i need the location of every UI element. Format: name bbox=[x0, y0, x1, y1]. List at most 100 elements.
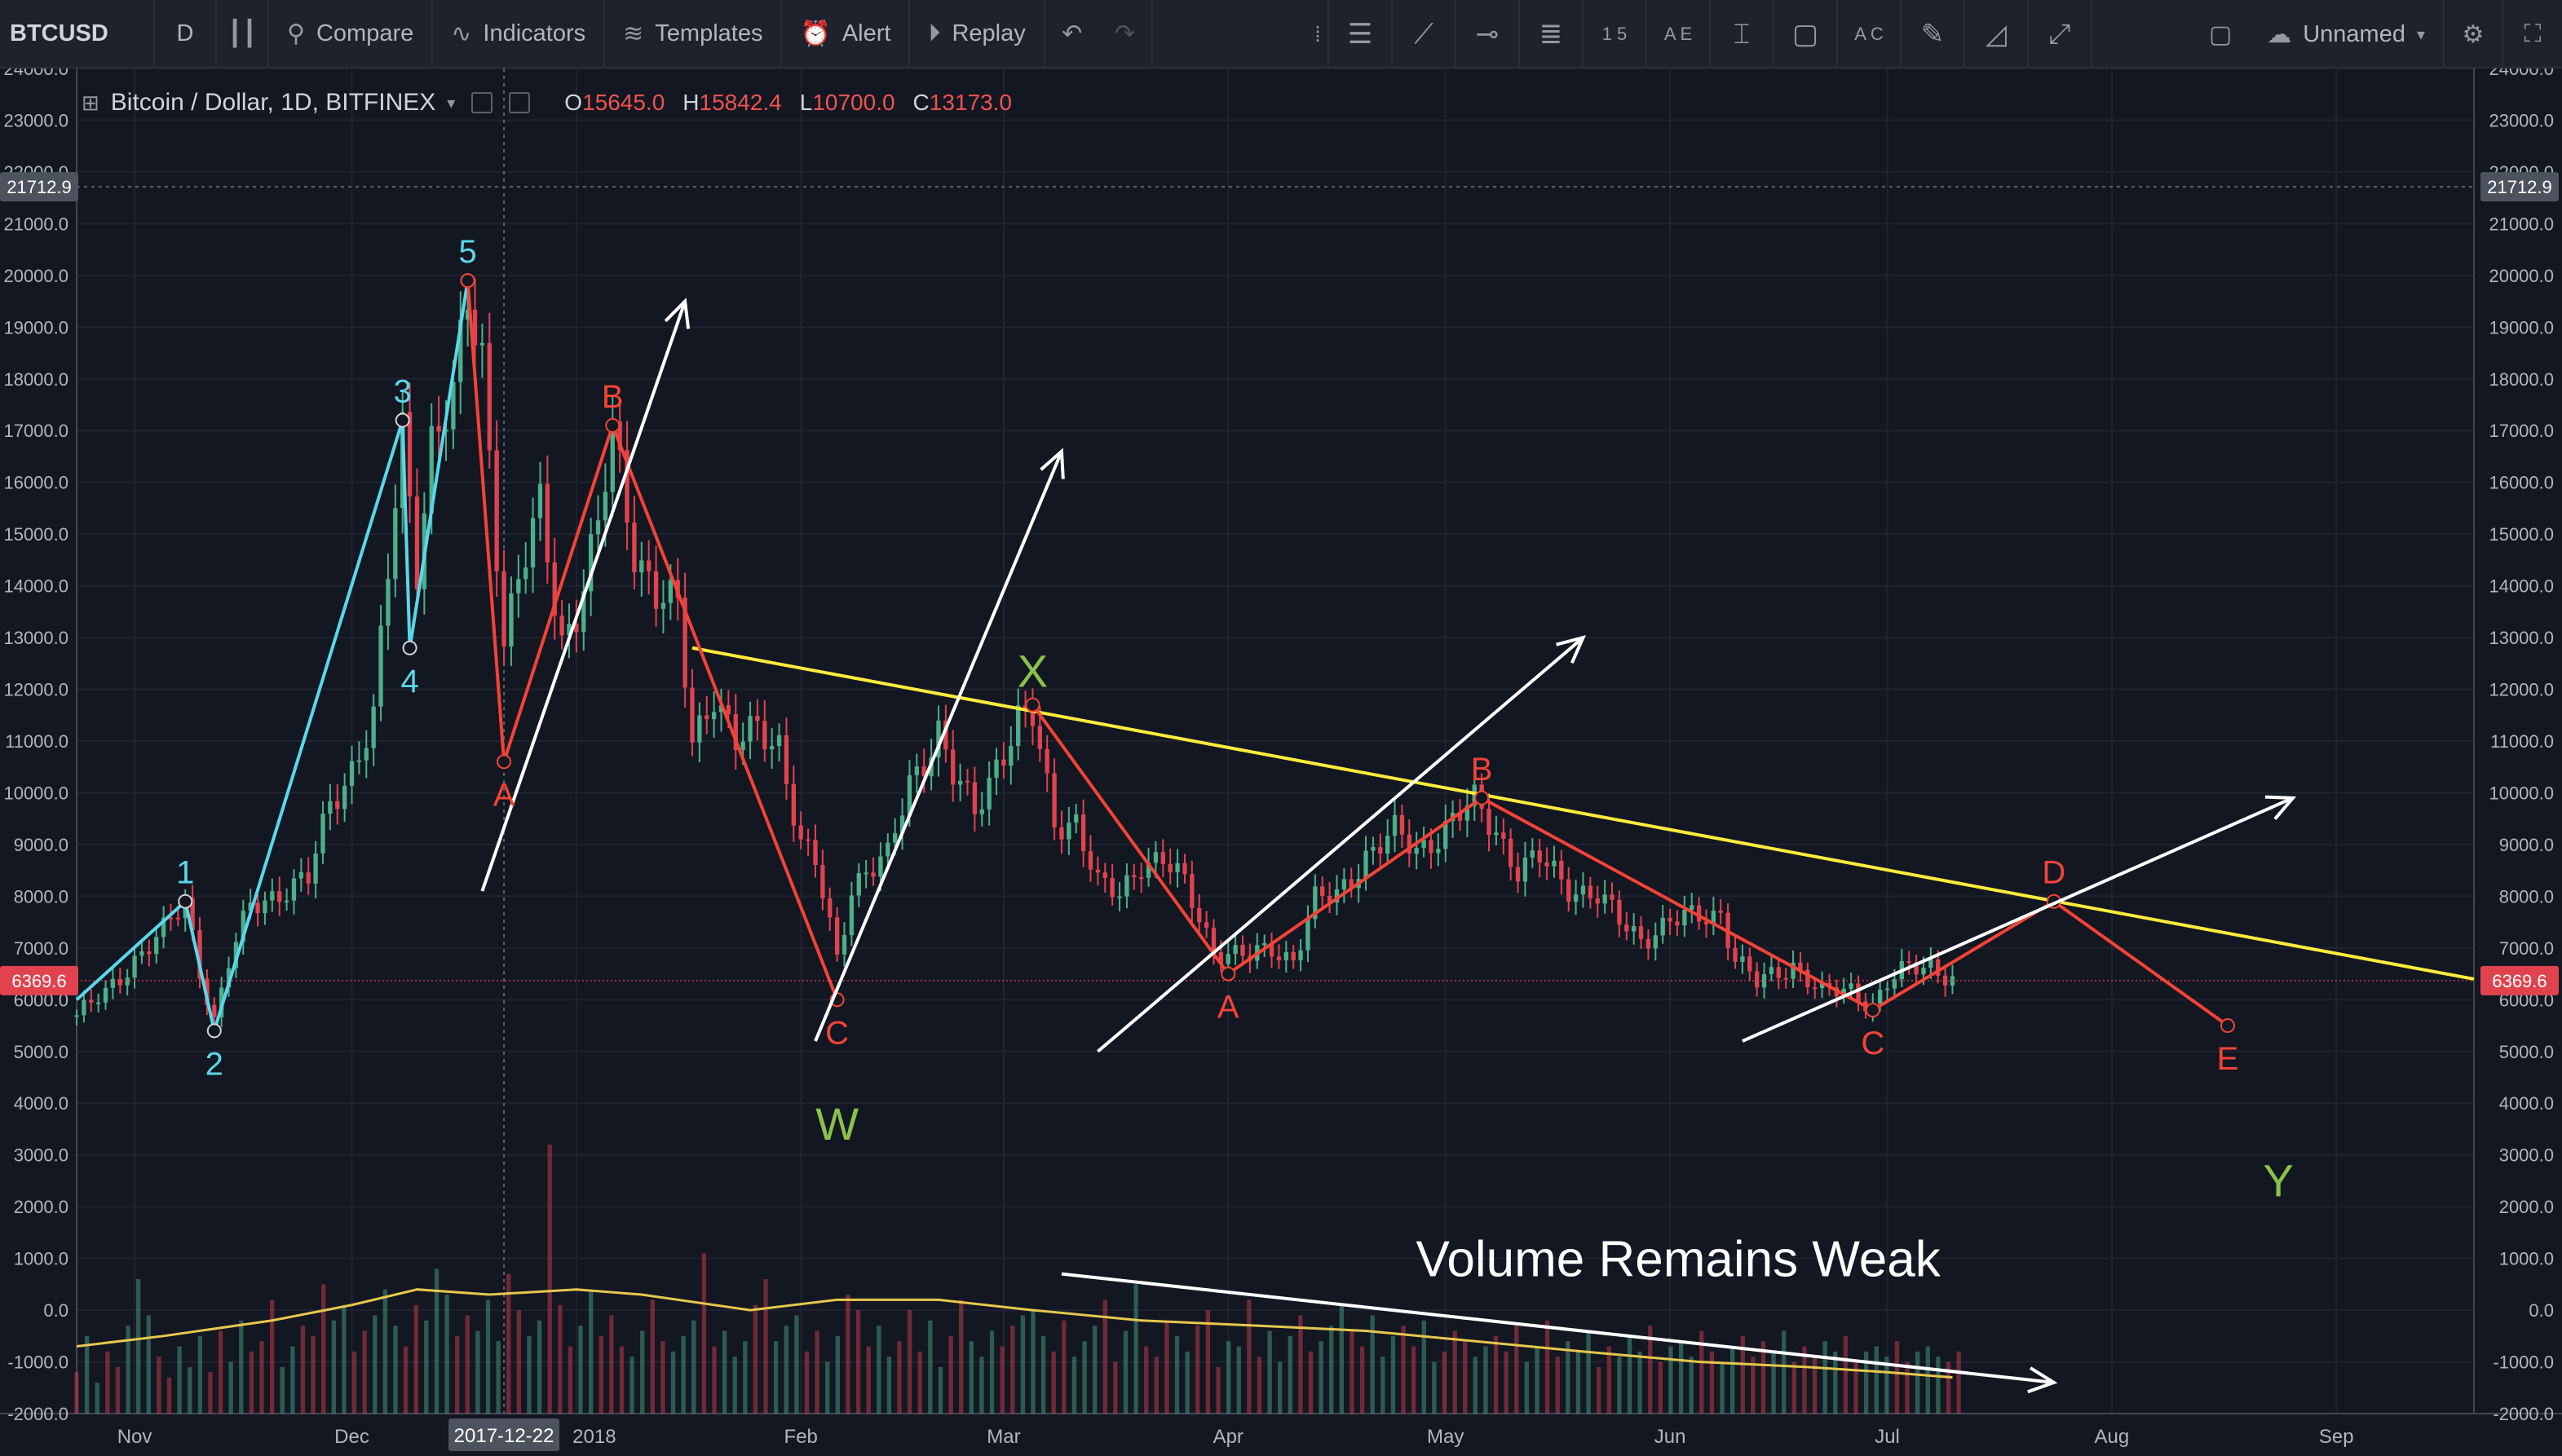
trend-line-tool[interactable]: ⟋ bbox=[1393, 0, 1456, 68]
trend-arrow bbox=[480, 300, 687, 892]
drag-handle-icon[interactable]: ⁞ bbox=[1308, 0, 1329, 68]
brush-tool[interactable]: ✎ bbox=[1902, 0, 1965, 68]
abc-pattern-icon: A C bbox=[1854, 24, 1884, 44]
redo-button[interactable]: ↷ bbox=[1099, 0, 1153, 68]
candle-body bbox=[886, 842, 890, 857]
candle-body bbox=[1588, 885, 1593, 899]
volume-bar bbox=[351, 1351, 357, 1414]
candle-body bbox=[429, 426, 434, 514]
y-tick-label-right: 12000.0 bbox=[2489, 680, 2554, 700]
layout-name-button[interactable]: ☁ Unnamed ▾ bbox=[2249, 0, 2445, 68]
volume-bar bbox=[794, 1315, 799, 1414]
candle-body bbox=[1928, 959, 1933, 968]
candle-body bbox=[820, 865, 825, 899]
volume-bar bbox=[188, 1366, 192, 1414]
price-chart[interactable]: 24000.024000.023000.023000.022000.022000… bbox=[0, 68, 2562, 1456]
volume-bar bbox=[1308, 1351, 1314, 1414]
path-tool[interactable]: ⤢ bbox=[2029, 0, 2092, 68]
volume-bar bbox=[1463, 1341, 1468, 1414]
candle-body bbox=[1059, 827, 1064, 840]
triangle-tool[interactable]: ◿ bbox=[1965, 0, 2029, 68]
legend-collapse-icon[interactable]: ⊞ bbox=[82, 90, 99, 115]
volume-bar bbox=[537, 1320, 542, 1414]
candle-body bbox=[1139, 877, 1144, 880]
wave-label: B bbox=[602, 379, 624, 415]
y-tick-label-left: 19000.0 bbox=[3, 317, 68, 338]
volume-bar bbox=[1729, 1346, 1735, 1414]
candle-body bbox=[1472, 784, 1477, 806]
volume-bar bbox=[475, 1330, 480, 1414]
interval-button[interactable]: D bbox=[155, 0, 217, 68]
volume-bar bbox=[1493, 1335, 1499, 1414]
x-tick-label: Feb bbox=[784, 1426, 818, 1448]
settings-button[interactable]: ⚙ bbox=[2445, 0, 2503, 68]
y-tick-label-left: 4000.0 bbox=[14, 1093, 68, 1114]
volume-bar bbox=[1370, 1315, 1375, 1414]
volume-bar bbox=[959, 1299, 964, 1414]
y-tick-label-left: 10000.0 bbox=[3, 783, 68, 803]
undo-icon: ↶ bbox=[1062, 20, 1083, 47]
candle-body bbox=[277, 891, 282, 902]
elliott-wave-icon: 1 5 bbox=[1601, 24, 1628, 44]
chart-style-button[interactable]: ┃┃ bbox=[217, 0, 269, 68]
horizontal-ray-tool[interactable]: ⊸ bbox=[1456, 0, 1520, 68]
volume-bar bbox=[1205, 1310, 1211, 1414]
candle-body bbox=[1805, 969, 1810, 988]
templates-button[interactable]: ≋ Templates bbox=[605, 0, 783, 68]
select-layout-button[interactable]: ▢ bbox=[2192, 0, 2249, 68]
volume-bar bbox=[496, 1341, 501, 1414]
legend-visibility-icon[interactable] bbox=[471, 92, 493, 113]
indicators-button[interactable]: ∿ Indicators bbox=[433, 0, 606, 68]
candle-body bbox=[828, 898, 833, 918]
horizontal-lines-tool[interactable]: ☰ bbox=[1329, 0, 1393, 68]
candle-body bbox=[472, 309, 478, 346]
legend-ohlc: O15645.0 H15842.4 L10700.0 C13173.0 bbox=[564, 90, 1012, 116]
candle-body bbox=[479, 342, 485, 346]
y-tick-label-right: 14000.0 bbox=[2489, 576, 2554, 597]
symbol-search[interactable]: BTCUSD bbox=[0, 0, 155, 68]
volume-bar bbox=[1278, 1361, 1283, 1414]
arrow-head bbox=[1040, 448, 1065, 479]
volume-bar bbox=[1514, 1326, 1519, 1414]
volume-bar bbox=[1359, 1346, 1365, 1414]
rectangle-tool[interactable]: ▢ bbox=[1774, 0, 1838, 68]
candle-body bbox=[1573, 894, 1579, 902]
candle-body bbox=[1218, 952, 1224, 964]
replay-button[interactable]: ⏵ Replay bbox=[910, 0, 1045, 68]
candle-body bbox=[711, 712, 717, 720]
volume-bar bbox=[1236, 1346, 1241, 1414]
candle-body bbox=[1914, 962, 1919, 975]
volume-bar bbox=[1586, 1330, 1591, 1414]
candle-body bbox=[1464, 805, 1470, 821]
volume-bar bbox=[1740, 1335, 1745, 1414]
legend-dropdown-icon[interactable]: ▾ bbox=[447, 94, 456, 113]
volume-bar bbox=[1473, 1357, 1478, 1414]
candle-body bbox=[1385, 836, 1390, 854]
x-tick-label: Aug bbox=[2095, 1426, 2130, 1448]
candle-body bbox=[849, 895, 855, 936]
fullscreen-button[interactable]: ⛶ bbox=[2503, 0, 2562, 68]
chart-background bbox=[0, 68, 2562, 1456]
candle-body bbox=[1544, 863, 1549, 867]
elliott-wave-tool[interactable]: 1 5 bbox=[1584, 0, 1647, 68]
compare-button[interactable]: ⚲ Compare bbox=[269, 0, 434, 68]
templates-icon: ≋ bbox=[623, 20, 644, 47]
y-tick-label-left: 15000.0 bbox=[3, 524, 68, 545]
fib-retracement-tool[interactable]: ≣ bbox=[1520, 0, 1584, 68]
legend-symbol-title[interactable]: Bitcoin / Dollar, 1D, BITFINEX bbox=[110, 89, 436, 116]
volume-bar bbox=[753, 1304, 758, 1414]
horizontal-ray-icon: ⊸ bbox=[1475, 19, 1500, 50]
alert-button[interactable]: ⏰ Alert bbox=[782, 0, 911, 68]
legend-settings-icon[interactable] bbox=[509, 92, 531, 113]
abc-pattern-tool[interactable]: A C bbox=[1838, 0, 1902, 68]
candle-body bbox=[1733, 947, 1738, 962]
candle-body bbox=[1160, 852, 1165, 864]
undo-button[interactable]: ↶ bbox=[1045, 0, 1099, 68]
candle-body bbox=[1197, 907, 1202, 923]
measure-tool[interactable]: ⌶ bbox=[1711, 0, 1774, 68]
abcde-pattern-tool[interactable]: A E bbox=[1647, 0, 1711, 68]
volume-bar bbox=[1720, 1361, 1725, 1414]
candle-body bbox=[1153, 852, 1159, 863]
y-tick-label-right: 11000.0 bbox=[2490, 731, 2554, 752]
wave-pivot bbox=[206, 1023, 222, 1039]
